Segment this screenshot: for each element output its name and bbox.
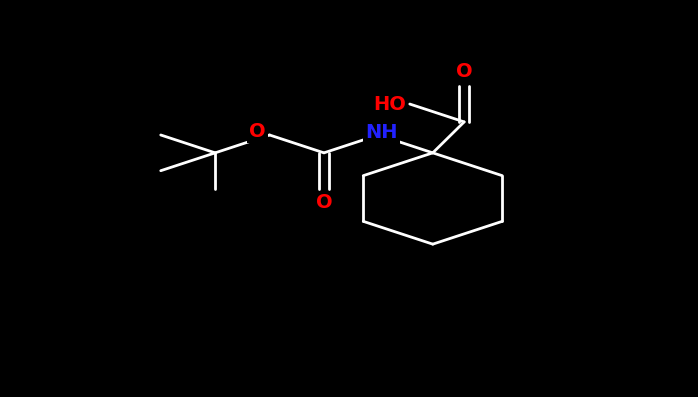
Text: O: O [315, 193, 332, 212]
Text: HO: HO [373, 94, 406, 114]
Text: NH: NH [366, 123, 398, 143]
Text: O: O [249, 122, 266, 141]
Text: O: O [456, 62, 473, 81]
